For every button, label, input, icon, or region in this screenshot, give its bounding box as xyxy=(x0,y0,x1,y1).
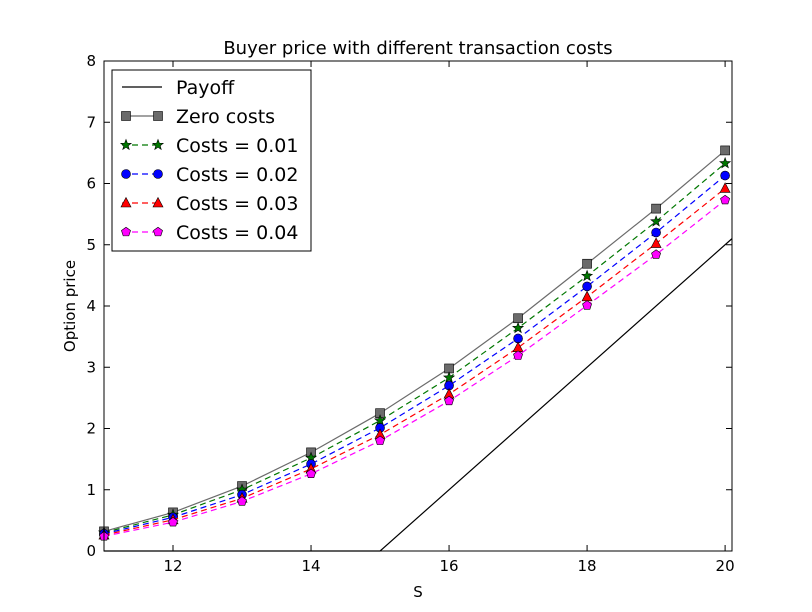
data-point xyxy=(651,203,661,214)
legend-entry: Costs = 0.02 xyxy=(121,164,298,186)
data-point xyxy=(720,170,730,181)
series-line xyxy=(103,162,726,534)
legend: Payoff Zero costs Costs = 0.01 Costs = 0.02… xyxy=(111,69,312,252)
data-point xyxy=(444,395,454,406)
y-tick-label: 7 xyxy=(86,113,96,131)
legend-label: Payoff xyxy=(176,77,235,99)
data-point xyxy=(720,194,731,205)
data-point xyxy=(237,496,247,506)
legend-marker xyxy=(121,111,131,121)
data-point xyxy=(513,313,523,324)
data-point xyxy=(720,145,730,156)
x-tick-label: 14 xyxy=(301,557,320,575)
legend-label: Zero costs xyxy=(176,106,275,128)
legend-label: Costs = 0.04 xyxy=(176,222,298,244)
x-tick-label: 12 xyxy=(163,557,182,575)
legend-marker xyxy=(120,196,132,208)
data-point xyxy=(719,156,732,169)
data-point xyxy=(651,249,662,259)
data-point xyxy=(373,414,387,426)
legend-marker xyxy=(121,226,131,237)
y-tick-label: 0 xyxy=(86,542,96,560)
data-point xyxy=(513,350,523,360)
data-point xyxy=(512,321,525,334)
series-4 xyxy=(99,194,731,541)
legend-label: Costs = 0.01 xyxy=(176,135,298,157)
series-line xyxy=(103,149,726,532)
data-point xyxy=(650,237,662,248)
legend-label: Costs = 0.02 xyxy=(176,164,298,186)
y-tick-label: 3 xyxy=(86,358,96,376)
legend-label: Costs = 0.03 xyxy=(176,193,298,215)
legend-entry: Costs = 0.04 xyxy=(121,222,298,244)
y-tick-label: 2 xyxy=(86,420,96,438)
legend-entry: Costs = 0.03 xyxy=(120,193,298,215)
series-line-payoff xyxy=(104,238,733,552)
data-point xyxy=(306,468,316,479)
legend-marker xyxy=(151,138,165,151)
y-tick-label: 5 xyxy=(86,236,96,254)
data-point xyxy=(582,300,592,310)
data-point xyxy=(651,227,661,238)
data-point xyxy=(582,281,592,292)
data-point xyxy=(375,435,385,445)
x-axis-label: S xyxy=(413,583,423,601)
data-point xyxy=(581,269,594,282)
legend-marker xyxy=(153,226,163,237)
legend-entry: Zero costs xyxy=(121,106,275,128)
data-point xyxy=(650,215,663,227)
legend-marker xyxy=(153,111,163,121)
legend-marker xyxy=(153,169,163,179)
series-line xyxy=(103,187,726,536)
series-line xyxy=(103,199,726,537)
data-point xyxy=(719,182,731,193)
data-point xyxy=(168,517,178,527)
x-tick-label: 16 xyxy=(440,557,459,575)
series-line xyxy=(103,175,726,535)
legend-marker xyxy=(152,196,164,208)
chart-title: Buyer price with different transaction c… xyxy=(223,38,612,59)
data-point xyxy=(582,258,592,269)
series-1 xyxy=(97,156,732,538)
x-tick-label: 20 xyxy=(716,557,735,575)
legend-marker xyxy=(119,138,133,151)
y-tick-label: 6 xyxy=(86,175,96,193)
y-tick-label: 8 xyxy=(86,52,96,70)
legend-box xyxy=(111,69,312,252)
data-point xyxy=(512,341,524,352)
y-tick-label: 1 xyxy=(86,481,96,499)
data-point xyxy=(581,290,593,302)
x-tick-label: 18 xyxy=(578,557,597,575)
y-axis-label: Option price xyxy=(61,260,79,352)
y-tick-label: 4 xyxy=(86,297,96,315)
legend-marker xyxy=(121,169,131,179)
data-point xyxy=(442,371,456,383)
legend-entry: Costs = 0.01 xyxy=(119,135,298,157)
legend-entry: Payoff xyxy=(122,77,235,99)
